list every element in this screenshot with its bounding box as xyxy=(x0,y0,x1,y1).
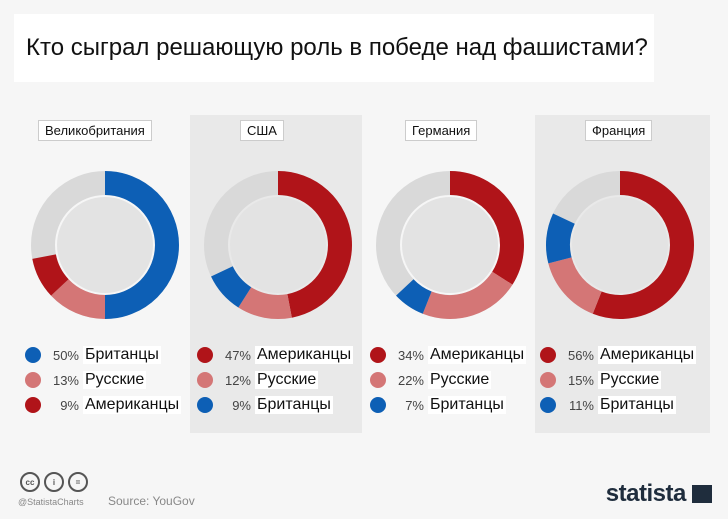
donut-segment xyxy=(211,265,252,308)
legend-item: 47% Американцы xyxy=(197,343,354,367)
country-label: Германия xyxy=(405,120,478,141)
legend-value: 7% xyxy=(405,397,424,413)
legend-value: 11% xyxy=(568,397,594,413)
legend-value: 34% xyxy=(397,347,424,363)
legend-item: 11% Британцы xyxy=(540,393,676,417)
source: Source: YouGov xyxy=(108,494,195,508)
country-label: Великобритания xyxy=(38,120,152,141)
donut-segment xyxy=(548,256,603,314)
legend-label: Русские xyxy=(428,371,492,389)
donut-segment xyxy=(396,278,433,314)
legend-label: Британцы xyxy=(83,346,161,364)
legend-value: 56% xyxy=(567,347,594,363)
legend-dot xyxy=(370,397,386,413)
no-derivatives-icon: = xyxy=(68,472,88,492)
legend-value: 22% xyxy=(397,372,424,388)
map-icon xyxy=(57,197,153,293)
legend-label: Американцы xyxy=(428,346,527,364)
legend-item: 13% Русские xyxy=(25,368,147,392)
legend-label: Американцы xyxy=(83,396,182,414)
chart-title: Кто сыграл решающую роль в победе над фа… xyxy=(14,14,654,82)
legend-label: Британцы xyxy=(598,396,676,414)
legend-dot xyxy=(370,347,386,363)
donut-segment xyxy=(277,171,352,318)
country-label: Франция xyxy=(585,120,653,141)
legend-dot xyxy=(540,347,556,363)
legend-dot xyxy=(197,397,213,413)
donut-segment xyxy=(32,253,69,296)
legend-value: 13% xyxy=(52,372,79,388)
legend-dot xyxy=(25,347,41,363)
attribution-icon: i xyxy=(44,472,64,492)
legend-label: Американцы xyxy=(255,346,354,364)
donut-segment xyxy=(238,286,292,319)
handle: @StatistaCharts xyxy=(18,497,84,507)
legend-dot xyxy=(540,397,556,413)
legend-label: Русские xyxy=(83,371,147,389)
legend-value: 9% xyxy=(60,397,79,413)
legend-value: 47% xyxy=(224,347,251,363)
legend-item: 9% Британцы xyxy=(197,393,333,417)
donut-segment xyxy=(592,171,694,319)
legend-item: 7% Британцы xyxy=(370,393,506,417)
legend-item: 22% Русские xyxy=(370,368,492,392)
legend-dot xyxy=(370,372,386,388)
legend-dot xyxy=(540,372,556,388)
map-icon xyxy=(402,197,498,293)
legend-value: 50% xyxy=(52,347,79,363)
legend-item: 50% Британцы xyxy=(25,343,161,367)
legend-label: Русские xyxy=(598,371,662,389)
legend-value: 12% xyxy=(224,372,251,388)
legend-dot xyxy=(25,397,41,413)
donut-segment xyxy=(104,171,179,319)
legend-value: 15% xyxy=(567,372,594,388)
legend-label: Американцы xyxy=(598,346,697,364)
legend-item: 9% Американцы xyxy=(25,393,182,417)
statista-logo: statista xyxy=(606,480,712,508)
legend-label: Британцы xyxy=(255,396,333,414)
donut-segment xyxy=(422,271,513,319)
country-label: США xyxy=(240,120,284,141)
legend-label: Британцы xyxy=(428,396,506,414)
map-icon xyxy=(572,197,668,293)
legend-dot xyxy=(25,372,41,388)
cc-icon: cc xyxy=(20,472,40,492)
license-icons: cc i = xyxy=(20,472,88,492)
legend-value: 9% xyxy=(232,397,251,413)
legend-item: 15% Русские xyxy=(540,368,662,392)
legend-dot xyxy=(197,372,213,388)
donut-segment xyxy=(51,278,106,319)
legend-item: 34% Американцы xyxy=(370,343,527,367)
donut-segment xyxy=(546,213,575,264)
map-icon xyxy=(230,197,326,293)
legend-item: 12% Русские xyxy=(197,368,319,392)
legend-dot xyxy=(197,347,213,363)
legend-label: Русские xyxy=(255,371,319,389)
donut-segment xyxy=(449,171,524,285)
legend-item: 56% Американцы xyxy=(540,343,697,367)
